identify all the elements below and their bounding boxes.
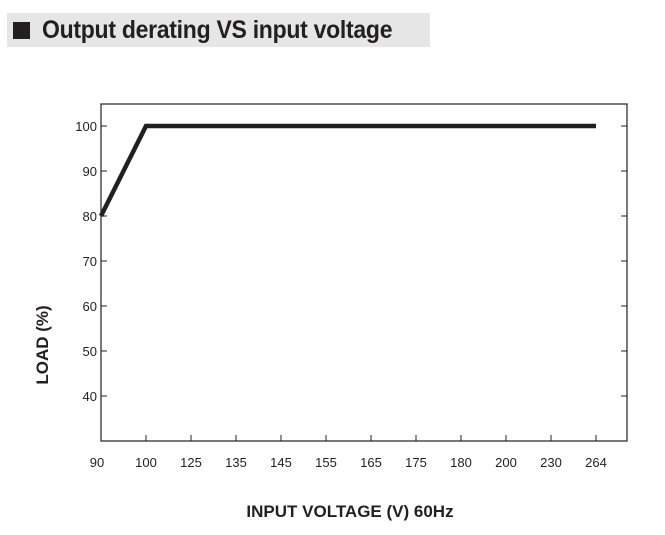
x-tick-label: 135 xyxy=(225,455,247,470)
x-tick-label: 100 xyxy=(135,455,157,470)
x-tick-label: 264 xyxy=(585,455,607,470)
y-tick-label: 40 xyxy=(83,389,97,404)
x-tick-label: 145 xyxy=(270,455,292,470)
x-tick-label: 200 xyxy=(495,455,517,470)
title-bullet-square-icon xyxy=(13,21,30,39)
x-tick-label: 180 xyxy=(450,455,472,470)
x-tick-label: 230 xyxy=(540,455,562,470)
x-axis-title: INPUT VOLTAGE (V) 60Hz xyxy=(246,502,453,521)
y-tick-label: 100 xyxy=(75,119,97,134)
series-line xyxy=(98,123,596,218)
y-tick-label: 60 xyxy=(83,299,97,314)
x-tick-label: 165 xyxy=(360,455,382,470)
plot-frame xyxy=(100,103,628,442)
x-tick-label: 155 xyxy=(315,455,337,470)
x-tick-label: 175 xyxy=(405,455,427,470)
y-tick-label: 80 xyxy=(83,209,97,224)
x-tick-label: 125 xyxy=(180,455,202,470)
y-axis-title: LOAD (%) xyxy=(33,305,52,384)
x-tick-label: 90 xyxy=(90,455,104,470)
y-tick-label: 90 xyxy=(83,164,97,179)
chart-title-bar: Output derating VS input voltage xyxy=(7,13,430,47)
y-tick-label: 50 xyxy=(83,344,97,359)
chart-title: Output derating VS input voltage xyxy=(42,15,393,44)
y-tick-label: 70 xyxy=(83,254,97,269)
